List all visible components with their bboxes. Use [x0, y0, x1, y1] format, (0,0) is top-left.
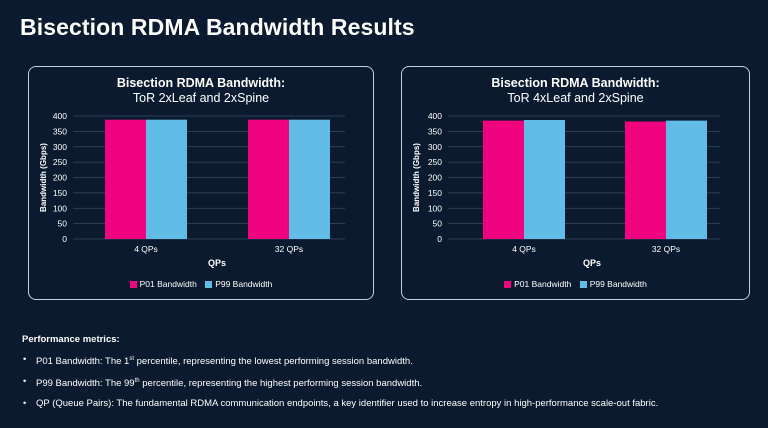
metric-p01-sup: st: [129, 356, 134, 362]
metric-p99: P99 Bandwidth: The 99th percentile, repr…: [22, 375, 658, 390]
legend-label-p99: P99 Bandwidth: [215, 279, 273, 289]
metrics-list: P01 Bandwidth: The 1st percentile, repre…: [22, 353, 658, 410]
legend-item-p01: P01 Bandwidth: [129, 279, 197, 289]
legend-swatch-p99: [205, 281, 213, 288]
y-tick-label: 350: [428, 126, 442, 136]
y-tick-label: 200: [428, 173, 442, 183]
metric-p01-prefix: P01 Bandwidth: The 1: [36, 356, 130, 368]
metrics-heading: Performance metrics:: [22, 334, 120, 345]
y-tick-label: 0: [437, 234, 442, 244]
y-tick-label: 350: [53, 126, 67, 136]
y-tick-label: 100: [53, 203, 67, 213]
bar-p01: [248, 119, 289, 239]
bar-chart-4xleaf: 400 350 300 250 200 150 100 50 0 4 QPs 32 QPs QPs Ba…: [412, 111, 720, 268]
x-tick-label: 32 QPs: [652, 244, 680, 254]
x-axis-label: QPs: [583, 258, 601, 268]
y-axis-label: Bandwidth (Gbps): [412, 143, 421, 212]
y-tick-label: 50: [433, 219, 443, 229]
bar-p01: [625, 121, 666, 239]
legend-swatch-p01: [129, 281, 137, 288]
y-tick-label: 400: [53, 111, 67, 121]
x-tick-label: 32 QPs: [275, 244, 303, 254]
legend-swatch-p01: [504, 281, 512, 288]
bar-p99: [146, 119, 187, 239]
legend-label-p99: P99 Bandwidth: [589, 279, 647, 289]
metric-p01-suffix: percentile, representing the lowest perf…: [133, 356, 413, 368]
chart-title: Bisection RDMA Bandwidth:: [491, 76, 660, 90]
metric-p99-prefix: P99 Bandwidth: The 99: [36, 378, 135, 390]
legend-item-p99: P99 Bandwidth: [205, 279, 272, 289]
x-tick-label: 4 QPs: [512, 244, 536, 254]
x-axis-label: QPs: [208, 258, 226, 268]
chart-subtitle: ToR 2xLeaf and 2xSpine: [132, 91, 270, 105]
y-tick-label: 0: [62, 234, 67, 244]
chart-panel-2xleaf: Bisection RDMA Bandwidth: ToR 2xLeaf and…: [28, 66, 374, 300]
y-tick-label: 300: [53, 142, 67, 152]
legend-item-p01: P01 Bandwidth: [504, 279, 571, 289]
y-tick-label: 150: [53, 188, 67, 198]
y-tick-label: 250: [428, 157, 442, 167]
legend-item-p99: P99 Bandwidth: [579, 279, 647, 289]
metric-p99-suffix: percentile, representing the highest per…: [139, 378, 423, 390]
y-axis-label: Bandwidth (Gbps): [39, 143, 48, 212]
x-tick-label: 4 QPs: [134, 244, 158, 254]
bar-p01: [105, 119, 146, 239]
legend-label-p01: P01 Bandwidth: [139, 279, 197, 289]
metric-qp: QP (Queue Pairs): The fundamental RDMA c…: [22, 397, 658, 410]
metric-p99-sup: th: [134, 378, 140, 385]
y-tick-label: 150: [428, 188, 442, 198]
bar-p99: [524, 119, 565, 239]
chart-legend: P01 Bandwidth P99 Bandwidth: [29, 279, 373, 289]
y-tick-label: 50: [58, 219, 68, 229]
legend-swatch-p99: [579, 281, 587, 288]
y-tick-label: 400: [428, 111, 442, 121]
bar-chart-2xleaf: 400 350 300 250 200 150 100 50 0 4 QPs 32 QPs QPs Ba…: [39, 111, 345, 268]
metric-p01: P01 Bandwidth: The 1st percentile, repre…: [22, 353, 658, 368]
legend-label-p01: P01 Bandwidth: [514, 279, 572, 289]
bar-p99: [666, 120, 707, 239]
y-tick-label: 250: [53, 157, 67, 167]
performance-metrics: Performance metrics: P01 Bandwidth: The …: [22, 334, 658, 417]
chart-title: Bisection RDMA Bandwidth:: [116, 76, 286, 90]
bar-p99: [289, 119, 330, 239]
page-title: Bisection RDMA Bandwidth Results: [20, 14, 415, 40]
chart-panel-4xleaf: Bisection RDMA Bandwidth: ToR 4xLeaf and…: [401, 66, 750, 300]
chart-legend: P01 Bandwidth P99 Bandwidth: [402, 279, 749, 289]
y-tick-label: 200: [53, 173, 67, 183]
bar-p01: [483, 120, 524, 239]
chart-subtitle: ToR 4xLeaf and 2xSpine: [507, 91, 644, 105]
y-tick-label: 300: [428, 142, 442, 152]
y-tick-label: 100: [428, 203, 442, 213]
